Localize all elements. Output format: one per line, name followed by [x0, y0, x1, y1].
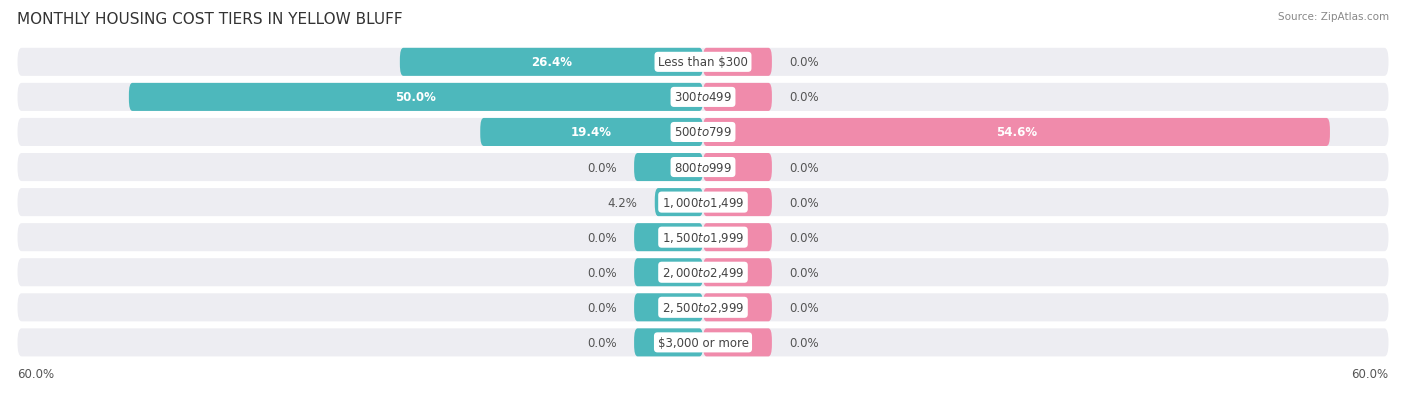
FancyBboxPatch shape [481, 119, 703, 147]
FancyBboxPatch shape [703, 49, 772, 77]
Text: 0.0%: 0.0% [588, 301, 617, 314]
FancyBboxPatch shape [17, 119, 1389, 147]
FancyBboxPatch shape [129, 84, 703, 112]
Text: 50.0%: 50.0% [395, 91, 436, 104]
FancyBboxPatch shape [634, 329, 703, 356]
Text: $2,000 to $2,499: $2,000 to $2,499 [662, 266, 744, 280]
Text: 0.0%: 0.0% [789, 336, 818, 349]
Text: Source: ZipAtlas.com: Source: ZipAtlas.com [1278, 12, 1389, 22]
Text: MONTHLY HOUSING COST TIERS IN YELLOW BLUFF: MONTHLY HOUSING COST TIERS IN YELLOW BLU… [17, 12, 402, 27]
FancyBboxPatch shape [17, 329, 1389, 356]
FancyBboxPatch shape [703, 154, 772, 182]
Text: 0.0%: 0.0% [789, 161, 818, 174]
FancyBboxPatch shape [634, 259, 703, 287]
FancyBboxPatch shape [703, 119, 1330, 147]
Text: $500 to $799: $500 to $799 [673, 126, 733, 139]
Text: 0.0%: 0.0% [588, 266, 617, 279]
FancyBboxPatch shape [703, 329, 772, 356]
FancyBboxPatch shape [399, 49, 703, 77]
FancyBboxPatch shape [634, 154, 703, 182]
FancyBboxPatch shape [703, 259, 772, 287]
Text: 0.0%: 0.0% [789, 56, 818, 69]
FancyBboxPatch shape [17, 49, 1389, 77]
Text: 0.0%: 0.0% [789, 266, 818, 279]
Text: 0.0%: 0.0% [588, 231, 617, 244]
FancyBboxPatch shape [17, 294, 1389, 322]
FancyBboxPatch shape [703, 223, 772, 252]
Text: $300 to $499: $300 to $499 [673, 91, 733, 104]
Text: 4.2%: 4.2% [607, 196, 637, 209]
FancyBboxPatch shape [703, 84, 772, 112]
FancyBboxPatch shape [703, 294, 772, 322]
Text: 0.0%: 0.0% [789, 301, 818, 314]
FancyBboxPatch shape [634, 223, 703, 252]
Text: 54.6%: 54.6% [995, 126, 1038, 139]
Text: 0.0%: 0.0% [789, 91, 818, 104]
FancyBboxPatch shape [655, 189, 703, 216]
Text: 0.0%: 0.0% [588, 161, 617, 174]
FancyBboxPatch shape [17, 189, 1389, 216]
FancyBboxPatch shape [17, 154, 1389, 182]
Text: 26.4%: 26.4% [531, 56, 572, 69]
FancyBboxPatch shape [634, 294, 703, 322]
Text: $800 to $999: $800 to $999 [673, 161, 733, 174]
FancyBboxPatch shape [17, 223, 1389, 252]
Text: 60.0%: 60.0% [1351, 367, 1389, 380]
Text: $2,500 to $2,999: $2,500 to $2,999 [662, 301, 744, 315]
Text: 0.0%: 0.0% [789, 196, 818, 209]
Text: 19.4%: 19.4% [571, 126, 612, 139]
Text: 60.0%: 60.0% [17, 367, 55, 380]
FancyBboxPatch shape [17, 259, 1389, 287]
Text: $3,000 or more: $3,000 or more [658, 336, 748, 349]
Text: 0.0%: 0.0% [588, 336, 617, 349]
FancyBboxPatch shape [17, 84, 1389, 112]
Text: Less than $300: Less than $300 [658, 56, 748, 69]
Text: 0.0%: 0.0% [789, 231, 818, 244]
Text: $1,500 to $1,999: $1,500 to $1,999 [662, 230, 744, 244]
FancyBboxPatch shape [703, 189, 772, 216]
Text: $1,000 to $1,499: $1,000 to $1,499 [662, 196, 744, 209]
